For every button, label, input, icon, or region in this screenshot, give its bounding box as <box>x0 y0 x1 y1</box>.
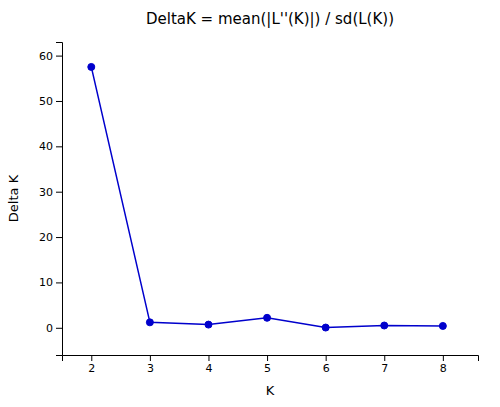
y-tick-mark <box>56 56 62 57</box>
y-tick-label: 30 <box>39 186 53 199</box>
y-tick-mark <box>56 146 62 147</box>
x-tick-mark <box>267 355 268 361</box>
x-tick-mark <box>91 355 92 361</box>
x-tick-label: 6 <box>323 362 330 375</box>
y-axis-title: Delta K <box>6 174 21 222</box>
x-axis-line <box>63 356 479 362</box>
plot-area: 2 3 4 5 6 7 8 0 10 20 30 40 50 60 <box>39 43 479 375</box>
x-tick-mark <box>384 355 385 361</box>
y-tick: 30 <box>39 186 62 199</box>
x-tick: 4 <box>205 355 212 375</box>
y-tick-label: 0 <box>46 322 53 335</box>
data-point <box>146 319 153 326</box>
x-tick-label: 7 <box>381 362 388 375</box>
x-tick: 7 <box>381 355 388 375</box>
y-tick-label: 10 <box>39 276 53 289</box>
data-point <box>88 63 95 70</box>
y-tick-mark <box>56 237 62 238</box>
chart-title: DeltaK = mean(|L''(K)|) / sd(L(K)) <box>146 10 394 28</box>
x-tick: 6 <box>323 355 330 375</box>
x-tick-mark <box>443 355 444 361</box>
y-tick-label: 50 <box>39 95 53 108</box>
y-tick-label: 60 <box>39 50 53 63</box>
y-tick-mark <box>56 192 62 193</box>
x-axis: 2 3 4 5 6 7 8 <box>63 355 479 375</box>
y-axis: 0 10 20 30 40 50 60 <box>39 43 63 356</box>
y-tick: 60 <box>39 50 62 63</box>
y-tick-label: 40 <box>39 140 53 153</box>
y-tick: 0 <box>46 322 62 335</box>
y-tick-mark <box>56 101 62 102</box>
data-point <box>264 314 271 321</box>
data-point <box>322 324 329 331</box>
x-tick-label: 2 <box>88 362 95 375</box>
x-tick: 2 <box>88 355 95 375</box>
x-tick-label: 3 <box>147 362 154 375</box>
x-tick-label: 4 <box>205 362 212 375</box>
data-marks <box>88 63 447 331</box>
y-tick: 20 <box>39 231 62 244</box>
y-tick: 40 <box>39 140 62 153</box>
y-tick-mark <box>56 282 62 283</box>
data-point <box>439 322 446 329</box>
x-tick-mark <box>326 355 327 361</box>
y-tick-mark <box>56 328 62 329</box>
x-axis-title: K <box>266 383 275 398</box>
chart-container: 2 3 4 5 6 7 8 0 10 20 30 40 50 60 DeltaK = mean(|L''(K… <box>0 0 500 407</box>
x-tick-label: 5 <box>264 362 271 375</box>
x-tick-label: 8 <box>440 362 447 375</box>
y-tick: 50 <box>39 95 62 108</box>
x-tick: 8 <box>440 355 447 375</box>
y-tick-label: 20 <box>39 231 53 244</box>
y-axis-line <box>56 43 63 356</box>
chart-svg: 2 3 4 5 6 7 8 0 10 20 30 40 50 60 DeltaK = mean(|L''(K… <box>0 0 500 407</box>
y-tick: 10 <box>39 276 62 289</box>
data-point <box>381 322 388 329</box>
x-tick-mark <box>150 355 151 361</box>
x-tick: 3 <box>147 355 154 375</box>
x-tick: 5 <box>264 355 271 375</box>
data-line <box>91 67 443 328</box>
data-point <box>205 321 212 328</box>
x-tick-mark <box>208 355 209 361</box>
